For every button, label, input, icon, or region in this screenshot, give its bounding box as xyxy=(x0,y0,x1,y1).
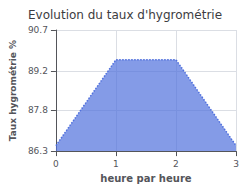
svg-text:0: 0 xyxy=(53,159,59,169)
svg-text:2: 2 xyxy=(173,159,179,169)
svg-text:90.7: 90.7 xyxy=(28,25,48,35)
svg-text:87.8: 87.8 xyxy=(28,105,48,115)
svg-text:89.2: 89.2 xyxy=(28,66,48,76)
svg-text:1: 1 xyxy=(113,159,119,169)
svg-text:Evolution du taux d'hygrométri: Evolution du taux d'hygrométrie xyxy=(28,8,222,22)
svg-text:Taux hygrométrie %: Taux hygrométrie % xyxy=(8,40,18,141)
svg-text:86.3: 86.3 xyxy=(28,146,48,156)
svg-text:heure par heure: heure par heure xyxy=(100,173,191,184)
svg-text:3: 3 xyxy=(233,159,239,169)
